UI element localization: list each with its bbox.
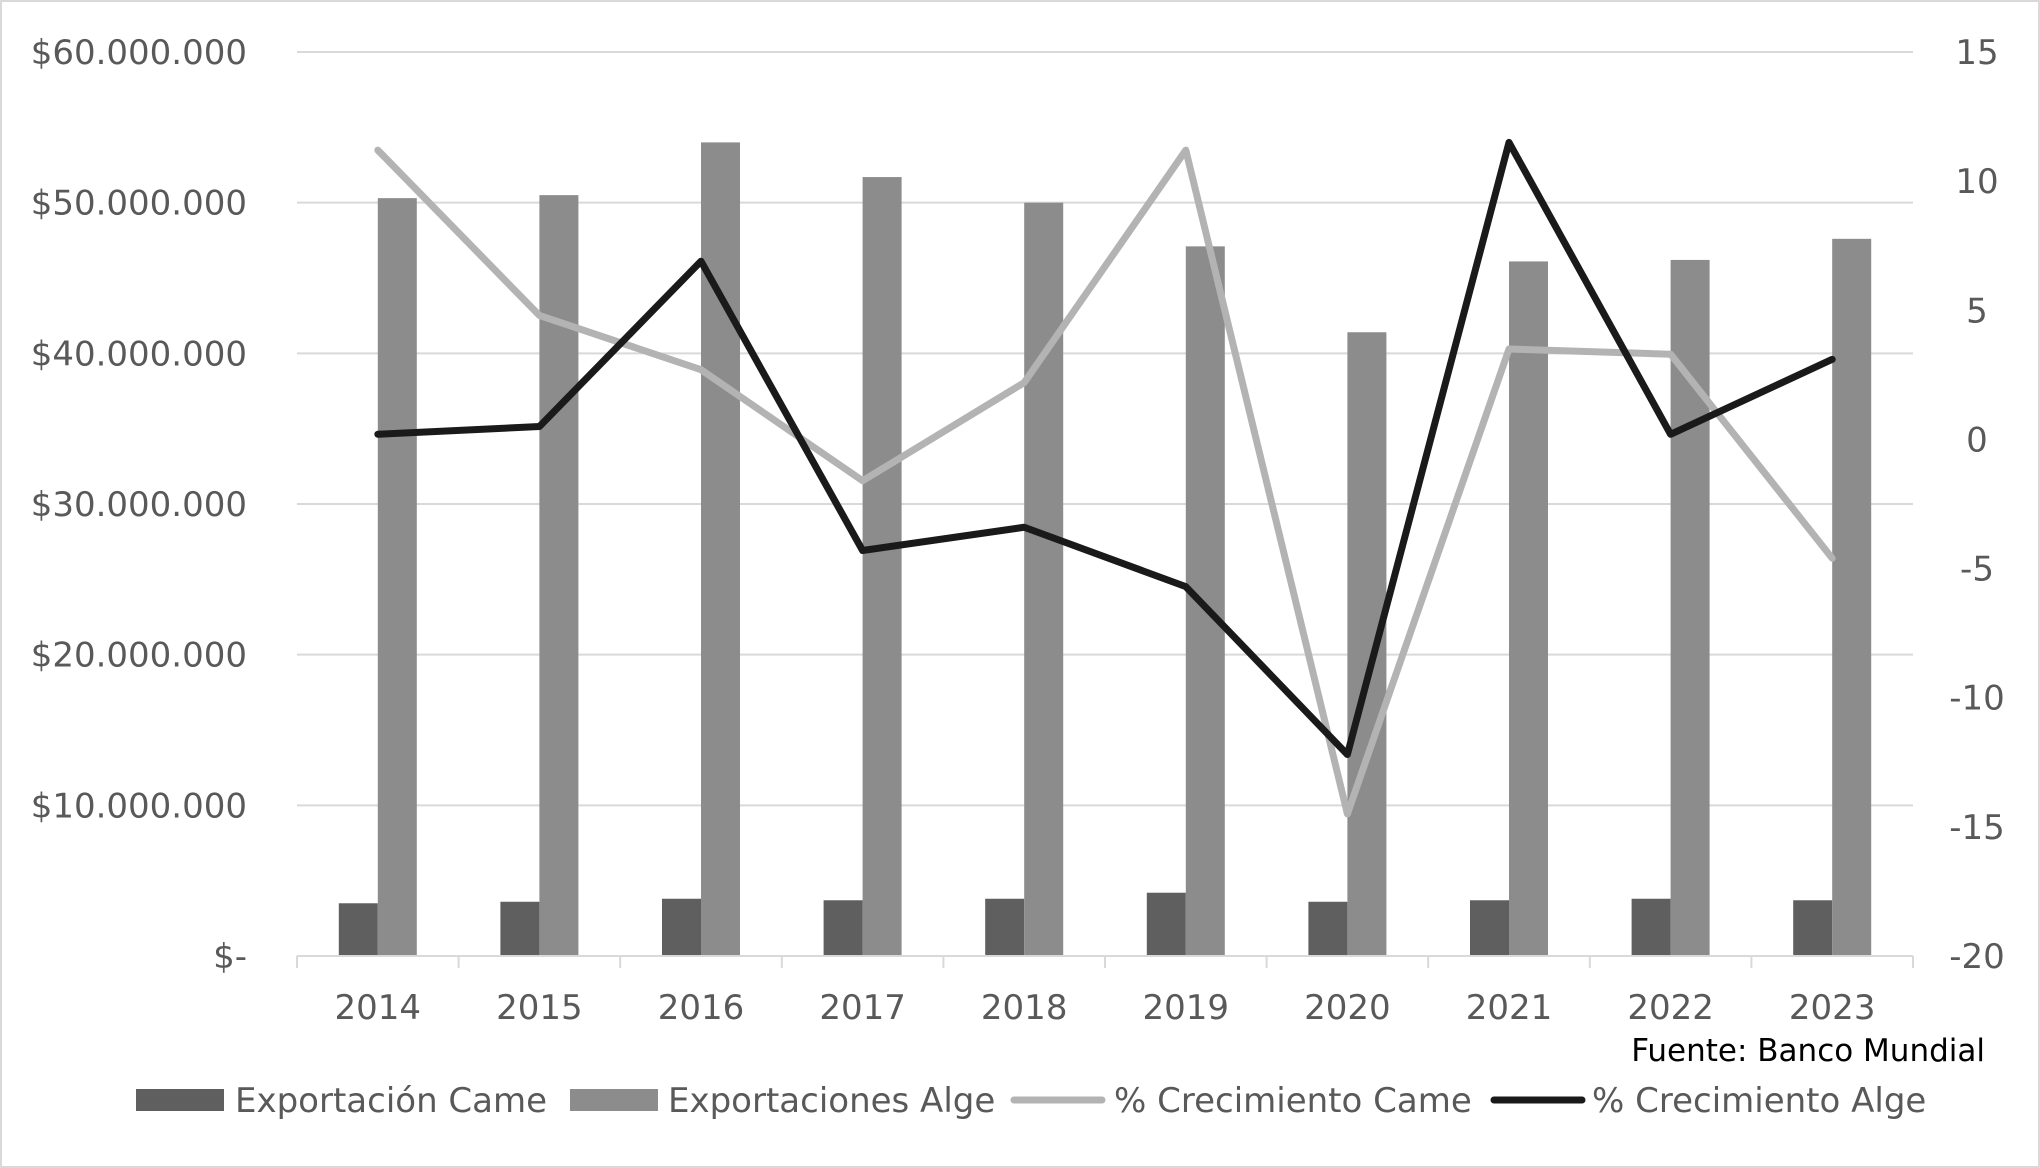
bar-exportaciones-alge <box>1509 261 1548 957</box>
left-axis-tick-label: $30.000.000 <box>31 485 247 525</box>
bar-exportacion-came <box>1631 898 1671 956</box>
x-axis-tick-label: 2015 <box>496 988 583 1028</box>
bar-exportacion-came <box>500 901 540 956</box>
left-axis-tick-labels: $- $10.000.000 $20.000.000 $30.000.000 $40.0… <box>31 33 247 977</box>
bar-exportaciones-alge <box>1832 238 1872 956</box>
legend-label: % Crecimiento Came <box>1114 1081 1472 1121</box>
right-axis-tick-label: 0 <box>1966 420 1988 460</box>
legend-label: Exportación Came <box>235 1081 547 1121</box>
left-axis-tick-label: $50.000.000 <box>31 184 247 224</box>
bar-exportaciones-alge <box>862 177 902 956</box>
right-axis-tick-label: -20 <box>1949 937 2005 977</box>
legend-swatch <box>570 1089 658 1111</box>
x-axis-tick-label: 2016 <box>658 988 745 1028</box>
x-axis-tick-labels: 2014 2015 2016 2017 2018 2019 2020 2021 2022 2023 <box>335 988 1876 1028</box>
bar-exportacion-came <box>662 898 701 956</box>
x-axis-tick-label: 2020 <box>1304 988 1391 1028</box>
bar-exportaciones-alge <box>1185 246 1225 957</box>
right-axis-tick-label: -10 <box>1949 679 2005 719</box>
right-axis-tick-label: -5 <box>1960 550 1994 590</box>
legend-label: Exportaciones Alge <box>668 1081 995 1121</box>
right-axis-tick-label: 15 <box>1955 33 1998 73</box>
x-axis-tick-label: 2022 <box>1627 988 1714 1028</box>
bar-exportaciones-alge <box>377 198 417 956</box>
left-axis-tick-label: $20.000.000 <box>31 636 247 676</box>
bar-exportacion-came <box>1146 892 1186 956</box>
source-note: Fuente: Banco Mundial <box>1631 1033 1985 1069</box>
x-axis-tick-label: 2023 <box>1789 988 1876 1028</box>
bar-exportaciones-alge <box>1347 332 1387 956</box>
legend: Exportación Came Exportaciones Alge % Crec… <box>136 1081 1926 1121</box>
bar-exportacion-came <box>338 903 378 956</box>
left-axis-tick-label: $40.000.000 <box>31 334 247 374</box>
right-axis-tick-label: -15 <box>1949 808 2005 848</box>
right-axis-tick-label: 10 <box>1955 162 1998 202</box>
left-axis-tick-label: $- <box>213 937 247 977</box>
bar-exportaciones-alge <box>539 195 579 957</box>
bar-exportacion-came <box>1793 900 1833 956</box>
line-crecimiento-alge <box>374 138 1836 759</box>
bar-exportaciones-alge <box>1024 202 1064 956</box>
x-axis-tick-label: 2018 <box>981 988 1068 1028</box>
left-axis-tick-label: $10.000.000 <box>31 786 247 826</box>
right-axis-tick-label: 5 <box>1966 291 1988 331</box>
bar-exportacion-came <box>1470 900 1509 956</box>
x-axis <box>296 955 1914 968</box>
right-axis-tick-labels: -20 -15 -10 -5 0 5 10 15 <box>1949 33 2005 977</box>
lines <box>374 138 1836 818</box>
x-axis-tick-label: 2021 <box>1466 988 1553 1028</box>
bar-exportacion-came <box>823 900 863 956</box>
legend-swatch <box>136 1089 224 1111</box>
left-axis-tick-label: $60.000.000 <box>31 33 247 73</box>
x-axis-tick-label: 2017 <box>819 988 906 1028</box>
bar-exportaciones-alge <box>701 142 740 956</box>
bar-exportacion-came <box>1308 901 1348 956</box>
x-axis-tick-label: 2014 <box>335 988 422 1028</box>
x-axis-tick-label: 2019 <box>1143 988 1230 1028</box>
legend-label: % Crecimiento Alge <box>1592 1081 1926 1121</box>
bar-exportacion-came <box>985 898 1025 956</box>
